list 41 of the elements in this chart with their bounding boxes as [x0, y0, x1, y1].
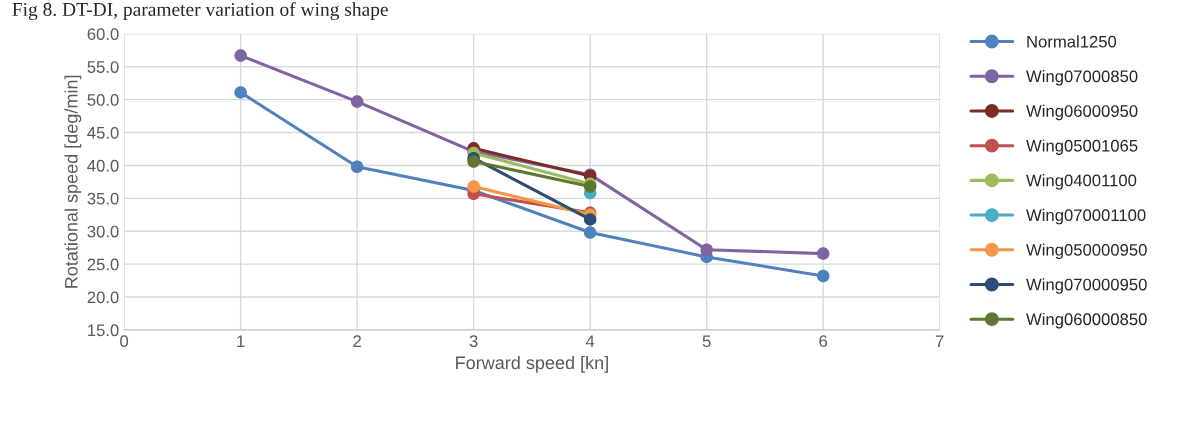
x-tick-label: 1: [237, 335, 245, 347]
legend-label: Normal1250: [1027, 35, 1117, 48]
y-tick-label: 25.0: [87, 258, 119, 271]
point: [350, 160, 364, 174]
y-tick-label: 30.0: [87, 225, 119, 238]
point: [467, 180, 480, 193]
y-tick-label: 40.0: [87, 159, 119, 172]
point: [234, 49, 247, 62]
x-tick-label: 2: [353, 335, 361, 347]
y-tick-label: 50.0: [87, 94, 119, 106]
legend-label: Wing07000850: [1026, 70, 1138, 86]
x-tick-label: 0: [120, 335, 129, 348]
legend-label: Wing070001100: [1026, 208, 1146, 225]
x-tick-label: 6: [819, 335, 828, 348]
chart-title: Fig 8. DT-DI, parameter variation of wing shape: [12, 2, 388, 20]
point: [234, 86, 247, 99]
point: [583, 213, 597, 226]
point: [583, 226, 597, 239]
y-tick-label: 55.0: [87, 61, 119, 73]
legend-label: Wing070000950: [1026, 278, 1147, 294]
x-tick-label: 4: [585, 335, 595, 347]
point: [816, 269, 830, 283]
y-axis-title: Rotational speed [deg/min]: [64, 75, 82, 288]
legend-label: Wing04001100: [1026, 174, 1137, 190]
legend-label: Wing05001065: [1026, 139, 1138, 155]
x-tick-label: 7: [935, 335, 944, 347]
legend-label: Wing060000850: [1026, 312, 1147, 329]
x-tick-label: 3: [469, 335, 478, 348]
y-tick-label: 15.0: [88, 324, 119, 337]
y-tick-label: 45.0: [87, 126, 119, 139]
point: [350, 95, 364, 108]
x-tick-label: 5: [702, 335, 711, 348]
y-tick-label: 60.0: [87, 28, 119, 41]
y-tick-label: 35.0: [87, 192, 119, 205]
legend-label: Wing06000950: [1026, 104, 1138, 121]
point: [700, 243, 713, 256]
point: [816, 247, 830, 260]
legend-label: Wing050000950: [1026, 243, 1147, 260]
point: [467, 155, 480, 168]
y-tick-label: 20.0: [87, 291, 119, 304]
x-axis-title: Forward speed [kn]: [456, 355, 608, 373]
